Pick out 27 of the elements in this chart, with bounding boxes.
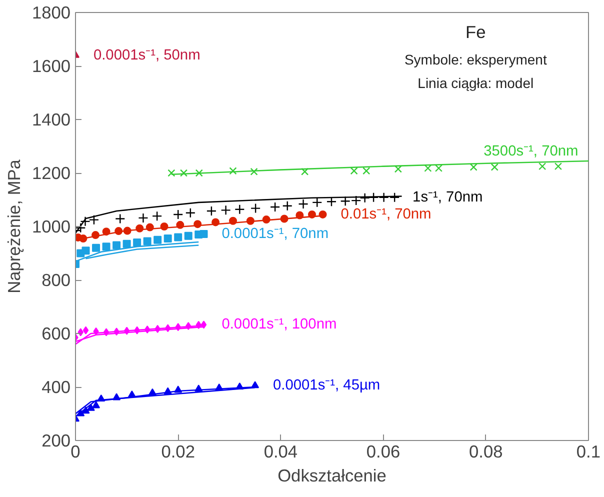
y-tick-label: 200	[42, 430, 71, 450]
series-label: 0.01s⁻¹, 70nm	[340, 206, 432, 222]
series-label: 0.0001s⁻¹, 45µm	[273, 378, 380, 394]
y-tick-label: 800	[42, 270, 71, 290]
y-tick-label: 400	[42, 377, 71, 397]
annotation: Fe	[466, 22, 486, 42]
series-label: 0.0001s⁻¹, 50nm	[93, 47, 200, 64]
y-tick-label: 1000	[32, 216, 71, 236]
series-label: 0.0001s⁻¹, 70nm	[222, 226, 329, 242]
series-label: 0.0001s⁻¹, 100nm	[222, 316, 337, 333]
y-tick-label: 1200	[32, 163, 71, 183]
x-tick-label: 0.1	[576, 442, 601, 462]
annotation: Symbole: eksperyment	[404, 52, 547, 68]
y-tick-label: 1800	[32, 2, 71, 22]
y-tick-label: 1600	[32, 56, 71, 76]
y-axis-title: Naprężenie, MPa	[4, 159, 24, 294]
x-tick-label: 0.08	[469, 442, 503, 462]
x-axis-title: Odkształcenie	[278, 466, 386, 486]
x-tick-label: 0.06	[366, 442, 400, 462]
series-label: 3500s⁻¹, 70nm	[484, 143, 578, 160]
x-tick-label: 0	[70, 442, 80, 462]
annotation: Linia ciągła: model	[418, 75, 534, 92]
series-label: 1s⁻¹, 70nm	[412, 189, 483, 206]
y-tick-label: 600	[42, 324, 71, 344]
x-tick-label: 0.04	[264, 442, 298, 462]
x-tick-label: 0.02	[161, 442, 195, 462]
y-tick-label: 1400	[32, 110, 71, 130]
